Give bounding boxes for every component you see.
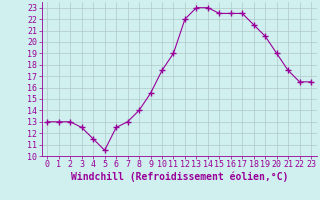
X-axis label: Windchill (Refroidissement éolien,°C): Windchill (Refroidissement éolien,°C) bbox=[70, 172, 288, 182]
